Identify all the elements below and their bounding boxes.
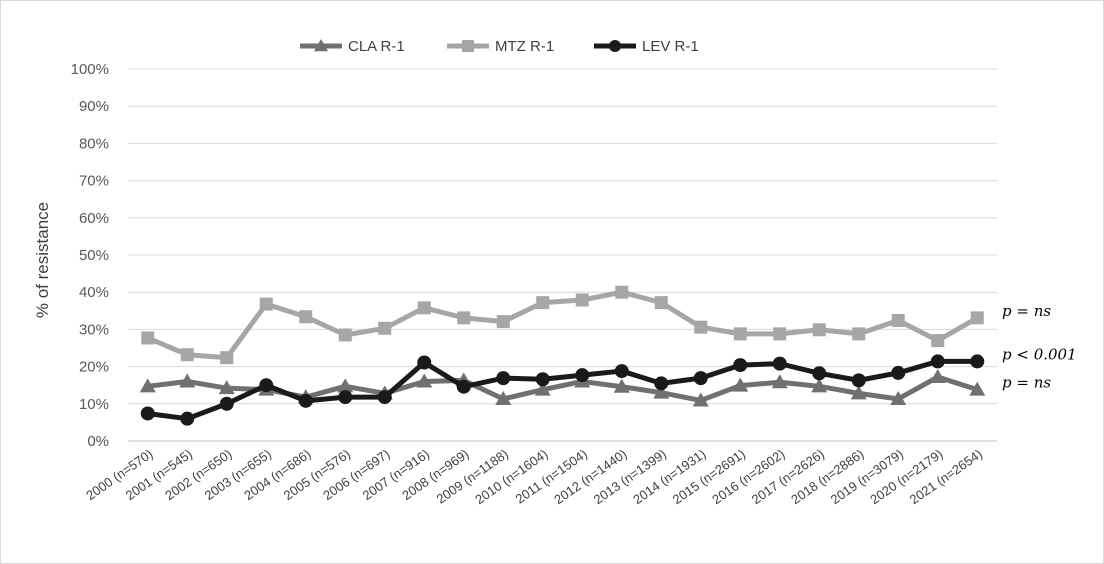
data-point [139,378,156,393]
data-point [732,377,749,392]
data-point [219,396,234,411]
data-point [891,313,905,327]
data-point [417,355,432,370]
data-point [259,378,274,393]
y-tick-label: 90% [79,98,109,115]
data-point [852,327,866,341]
data-point [534,381,551,396]
gridlines [128,68,997,442]
legend-label: LEV R-1 [642,38,699,55]
data-point [377,390,392,405]
data-point [613,378,630,393]
data-point [457,311,471,325]
data-point [536,296,550,310]
data-point [338,390,353,405]
data-point [378,321,392,335]
series-mtz-r-1 [141,285,984,365]
data-point [692,392,709,407]
data-point [694,320,708,334]
data-point [812,366,827,381]
data-point [259,297,273,311]
data-point [456,379,471,394]
data-point [615,285,629,299]
y-tick-label: 50% [79,247,109,264]
data-point [337,378,354,393]
y-tick-label: 0% [87,433,109,450]
data-point [850,385,867,400]
data-point [931,334,945,348]
data-point [654,296,668,310]
data-point [496,315,510,329]
y-tick-label: 100% [71,61,109,78]
data-point [417,301,431,315]
data-point [890,390,907,405]
p-value-annotation: p < 0.001 [1002,345,1077,363]
y-tick-label: 70% [79,173,109,190]
data-point [575,293,589,307]
y-tick-label: 80% [79,135,109,152]
data-point [218,380,235,395]
data-point [773,327,787,341]
data-point [535,372,550,387]
series-group [139,285,986,426]
y-tick-label: 60% [79,210,109,227]
y-tick-labels: 0% 10% 20% 30% 40% 50% 60% 70% 80% 90% 100% [71,61,109,450]
data-point [969,381,986,396]
data-point [693,371,708,386]
series-line [146,289,979,361]
significance-annotations: p = ns p = ns p < 0.001 [1002,302,1077,392]
data-point [180,348,194,362]
data-point [653,384,670,399]
data-point [141,331,155,345]
data-point [180,411,195,426]
series-lev-r-1 [140,354,985,426]
data-point [298,393,313,408]
data-point [771,374,788,389]
data-point [614,364,629,379]
legend: CLA R-1 MTZ R-1 LEV R-1 [300,38,699,55]
data-point [929,369,946,384]
data-point [772,356,787,371]
data-point [140,406,155,421]
data-point [496,371,511,386]
data-point [733,358,748,373]
x-tick-labels: 2000 (n=570)2001 (n=545)2002 (n=650)2003… [83,446,985,507]
y-tick-label: 10% [79,396,109,413]
y-axis-label: % of resistance [33,202,52,318]
legend-label: CLA R-1 [348,38,405,55]
data-point [970,311,984,325]
data-point [811,378,828,393]
data-point [416,373,433,388]
data-point [654,376,669,391]
data-point [314,39,328,52]
series-line [147,358,978,422]
data-point [733,327,747,341]
data-point [299,310,313,324]
y-tick-label: 20% [79,359,109,376]
legend-label: MTZ R-1 [495,38,554,55]
y-tick-label: 30% [79,321,109,338]
p-value-annotation: p = ns [1002,374,1051,392]
data-point [851,373,866,388]
data-point [495,390,512,405]
data-point [179,373,196,388]
data-point [930,354,945,369]
data-point [462,40,474,52]
data-point [575,368,590,383]
data-point [891,365,906,380]
y-tick-label: 40% [79,284,109,301]
data-point [338,328,352,342]
data-point [812,323,826,337]
data-point [970,354,985,369]
p-value-annotation: p = ns [1002,302,1051,320]
data-point [609,40,621,52]
data-point [220,351,234,365]
